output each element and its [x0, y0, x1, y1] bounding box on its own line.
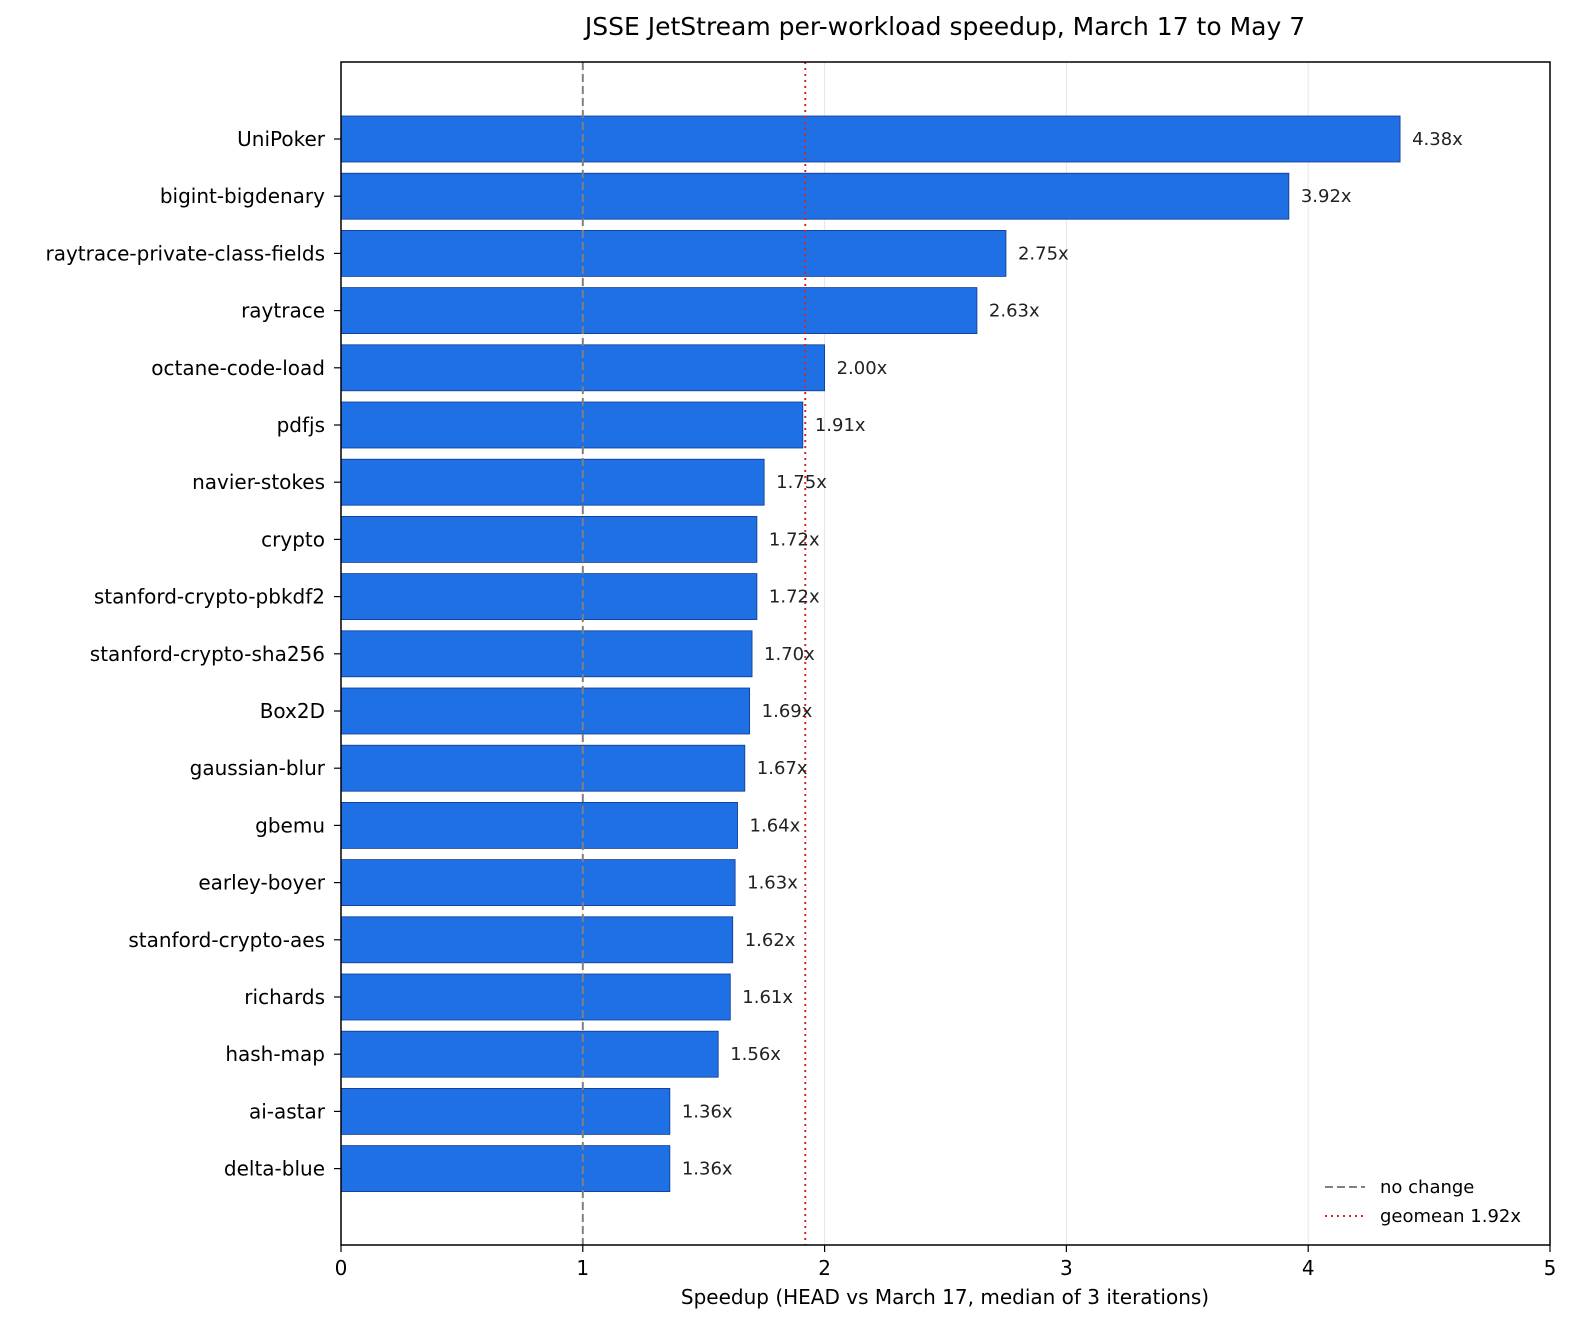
y-tick-label: crypto — [261, 527, 325, 551]
bar-box2d — [340, 687, 751, 735]
bar-pdfjs — [340, 401, 804, 449]
bar-bigint-bigdenary — [340, 172, 1290, 220]
y-tick-label: bigint-bigdenary — [160, 184, 325, 208]
bar-earley-boyer — [340, 859, 736, 906]
data-label: 3.92x — [1301, 186, 1352, 207]
y-tick-label: pdfjs — [277, 413, 325, 437]
y-tick-label: earley-boyer — [198, 871, 325, 895]
y-tick-label: raytrace — [241, 299, 325, 323]
data-label: 4.38x — [1412, 129, 1463, 150]
bar-raytrace-private-class-fields — [340, 229, 1007, 277]
data-label: 1.69x — [762, 701, 813, 722]
y-tick-label: stanford-crypto-sha256 — [90, 642, 325, 666]
x-axis-label: Speedup (HEAD vs March 17, median of 3 i… — [681, 1285, 1209, 1309]
y-axis: UniPoker bigint-bigdenary raytrace-private… — [45, 127, 341, 1181]
x-tick-label: 3 — [1060, 1256, 1073, 1280]
data-label: 1.70x — [764, 644, 815, 665]
y-tick-label: hash-map — [225, 1042, 325, 1066]
bar-raytrace — [340, 287, 978, 335]
y-tick-label: stanford-crypto-aes — [128, 928, 325, 952]
data-label: 1.36x — [682, 1159, 733, 1180]
bar-ai-astar — [340, 1088, 671, 1135]
data-label: 1.67x — [757, 758, 808, 779]
y-tick-label: octane-code-load — [151, 356, 325, 380]
chart-title: JSSE JetStream per-workload speedup, Mar… — [583, 12, 1305, 41]
legend-label: no change — [1380, 1177, 1474, 1198]
y-tick-label: Box2D — [260, 699, 325, 723]
bar-stanford-crypto-aes — [340, 916, 734, 964]
bar-unipoker — [340, 115, 1401, 163]
data-label: 2.75x — [1018, 243, 1069, 264]
y-tick-label: delta-blue — [224, 1157, 325, 1181]
data-label: 2.00x — [837, 358, 888, 379]
bar-hash-map — [340, 1030, 719, 1078]
data-label: 1.56x — [730, 1044, 781, 1065]
data-label: 1.91x — [815, 415, 866, 436]
reference-lines — [581, 62, 807, 1245]
y-tick-label: gbemu — [255, 813, 325, 837]
data-label: 1.63x — [747, 873, 798, 894]
bar-navier-stokes — [340, 458, 765, 506]
bar-richards — [340, 973, 731, 1021]
x-tick-label: 2 — [818, 1256, 831, 1280]
y-tick-label: ai-astar — [249, 1099, 326, 1123]
data-label: 2.63x — [989, 301, 1040, 322]
x-tick-label: 1 — [576, 1256, 589, 1280]
bar-stanford-crypto-pbkdf2 — [340, 573, 758, 620]
x-tick-label: 0 — [335, 1256, 348, 1280]
bar-delta-blue — [340, 1145, 671, 1192]
x-tick-label: 5 — [1544, 1256, 1557, 1280]
data-label: 1.75x — [776, 472, 827, 493]
legend-label: geomean 1.92x — [1380, 1206, 1521, 1227]
bar-crypto — [340, 516, 758, 563]
y-tick-label: gaussian-blur — [190, 756, 326, 780]
x-axis: 0 1 2 3 4 5 — [335, 1245, 1557, 1280]
y-tick-label: UniPoker — [237, 127, 326, 151]
data-label: 1.64x — [750, 815, 801, 836]
data-label: 1.62x — [745, 930, 796, 951]
data-labels: 4.38x 3.92x 2.75x 2.63x 2.00x 1.91x 1.75x 1.72x… — [682, 129, 1463, 1180]
y-tick-label: raytrace-private-class-fields — [45, 241, 325, 265]
y-tick-label: navier-stokes — [192, 470, 325, 494]
y-tick-label: stanford-crypto-pbkdf2 — [94, 585, 325, 609]
data-label: 1.72x — [769, 587, 820, 608]
data-label: 1.61x — [742, 987, 793, 1008]
x-tick-label: 4 — [1302, 1256, 1315, 1280]
bar-gaussian-blur — [340, 744, 746, 792]
bar-stanford-crypto-sha256 — [340, 630, 753, 678]
data-label: 1.72x — [769, 529, 820, 550]
bars — [340, 115, 1401, 1192]
data-label: 1.36x — [682, 1101, 733, 1122]
y-tick-label: richards — [244, 985, 325, 1009]
bar-gbemu — [340, 802, 738, 849]
legend: no change geomean 1.92x — [1325, 1177, 1521, 1227]
